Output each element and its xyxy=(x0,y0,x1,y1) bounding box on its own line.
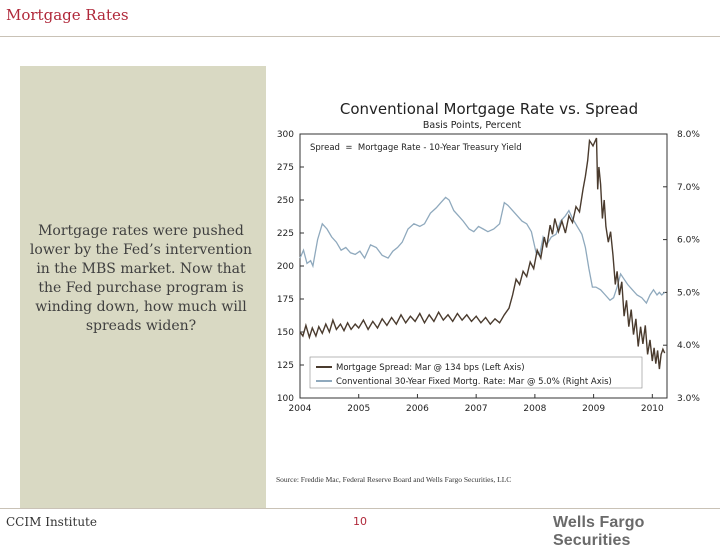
right-tick-label: 8.0% xyxy=(677,130,700,140)
legend-label-spread: Mortgage Spread: Mar @ 134 bps (Left Axi… xyxy=(336,363,525,373)
source-note: Source: Freddie Mac, Federal Reserve Boa… xyxy=(276,475,512,484)
brand-logo: Wells Fargo Securities xyxy=(553,514,645,549)
x-tick-label: 2005 xyxy=(347,404,370,414)
left-tick-label: 200 xyxy=(277,262,294,272)
left-tick-label: 250 xyxy=(277,196,294,206)
x-tick-label: 2010 xyxy=(641,404,664,414)
right-tick-label: 4.0% xyxy=(677,341,700,351)
x-tick-label: 2009 xyxy=(582,404,605,414)
right-tick-label: 3.0% xyxy=(677,394,700,404)
right-tick-label: 6.0% xyxy=(677,236,700,246)
left-tick-label: 150 xyxy=(277,328,294,338)
left-tick-label: 175 xyxy=(277,295,294,305)
chart-annotation: Spread = Mortgage Rate - 10-Year Treasur… xyxy=(310,143,522,153)
page-title: Mortgage Rates xyxy=(6,6,129,24)
chart: Conventional Mortgage Rate vs. Spread Ba… xyxy=(277,100,701,414)
x-tick-label: 2007 xyxy=(465,404,488,414)
left-axis: 100 125 150 175 200 225 250 275 300 xyxy=(277,130,304,404)
right-axis: 3.0% 4.0% 5.0% 6.0% 7.0% 8.0% xyxy=(663,130,700,404)
x-tick-label: 2004 xyxy=(289,404,312,414)
header-divider xyxy=(0,36,720,37)
chart-subtitle: Basis Points, Percent xyxy=(423,120,521,131)
right-tick-label: 5.0% xyxy=(677,288,700,298)
left-tick-label: 225 xyxy=(277,229,294,239)
x-axis: 2004 2005 2006 2007 2008 2009 2010 xyxy=(289,394,664,414)
page-number: 10 xyxy=(353,515,367,528)
legend-label-rate: Conventional 30-Year Fixed Mortg. Rate: … xyxy=(336,377,612,387)
series-line-mortgage-spread xyxy=(299,137,666,370)
legend: Mortgage Spread: Mar @ 134 bps (Left Axi… xyxy=(309,356,643,389)
side-commentary: Mortgage rates were pushed lower by the … xyxy=(29,223,253,334)
left-tick-label: 125 xyxy=(277,361,294,371)
footer-organization: CCIM Institute xyxy=(6,515,97,529)
right-tick-label: 7.0% xyxy=(677,183,700,193)
x-tick-label: 2006 xyxy=(406,404,429,414)
left-tick-label: 275 xyxy=(277,163,294,173)
left-tick-label: 300 xyxy=(277,130,294,140)
x-tick-label: 2008 xyxy=(523,404,546,414)
footer-divider xyxy=(0,508,720,509)
chart-title: Conventional Mortgage Rate vs. Spread xyxy=(340,100,638,118)
left-tick-label: 100 xyxy=(277,394,294,404)
series-line-mortgage-rate xyxy=(299,196,666,305)
side-panel xyxy=(20,66,266,508)
